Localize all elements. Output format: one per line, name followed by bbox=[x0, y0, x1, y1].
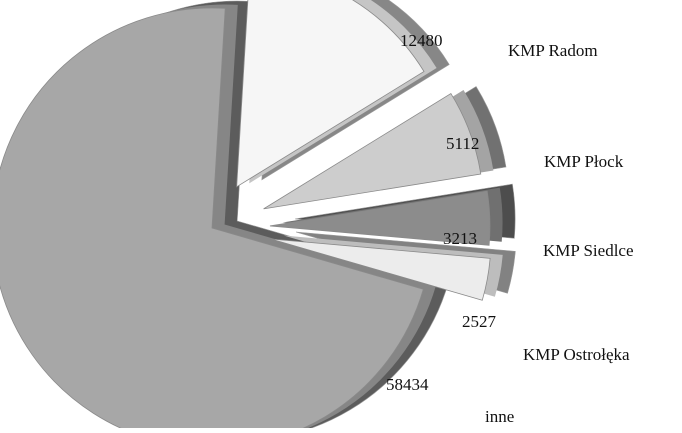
category-label-inne: inne bbox=[485, 407, 515, 426]
category-label-kmp-siedlce: KMP Siedlce bbox=[543, 241, 634, 260]
value-label-kmp-radom: 12480 bbox=[400, 31, 443, 50]
value-label-kmp-ostroleka: 2527 bbox=[462, 312, 496, 331]
category-label-kmp-ostroleka: KMP Ostrołęka bbox=[523, 345, 630, 364]
pie-slice-kmp-ostroleka bbox=[270, 238, 491, 301]
value-label-kmp-plock: 5112 bbox=[446, 134, 480, 153]
pie-slice-kmp-plock bbox=[263, 92, 482, 210]
pie-slice-kmp-siedlce bbox=[269, 190, 491, 246]
category-label-kmp-plock: KMP Płock bbox=[544, 152, 624, 171]
category-label-kmp-radom: KMP Radom bbox=[508, 41, 598, 60]
pie-slice-kmp-radom bbox=[236, 0, 425, 188]
value-label-kmp-siedlce: 3213 bbox=[443, 229, 477, 248]
pie-slice-inne bbox=[0, 7, 424, 433]
value-label-inne: 58434 bbox=[386, 375, 429, 394]
